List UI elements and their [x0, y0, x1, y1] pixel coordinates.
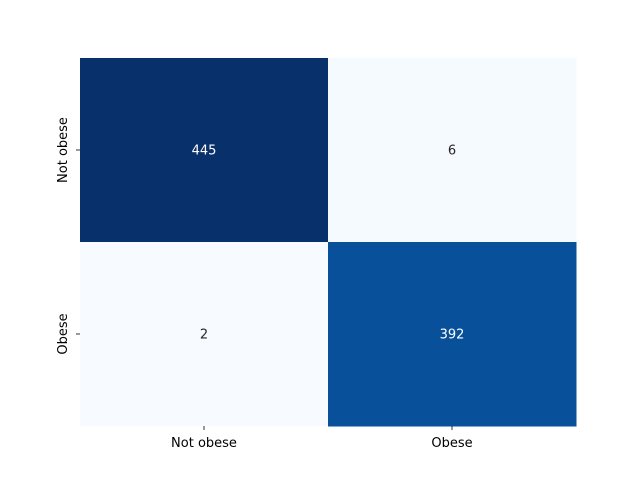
y-tick-label: Obese: [56, 313, 71, 354]
cell-value-label: 392: [440, 328, 465, 343]
y-axis: Not obese Obese: [56, 117, 80, 355]
y-tick-label: Not obese: [56, 117, 71, 183]
x-tick-label: Not obese: [171, 436, 237, 451]
heatmap-cell: [328, 58, 577, 243]
heatmap-cell: [80, 58, 329, 243]
x-axis: Not obese Obese: [171, 426, 473, 451]
cell-value-label: 2: [200, 328, 208, 343]
heatmap-cell: [328, 242, 577, 427]
x-tick-label: Obese: [431, 436, 472, 451]
annotations-layer: 445 6 2 392: [192, 144, 465, 343]
heatmap-cell: [80, 242, 329, 427]
cells-layer: [80, 58, 577, 427]
cell-value-label: 445: [192, 144, 217, 159]
cell-value-label: 6: [448, 144, 456, 159]
